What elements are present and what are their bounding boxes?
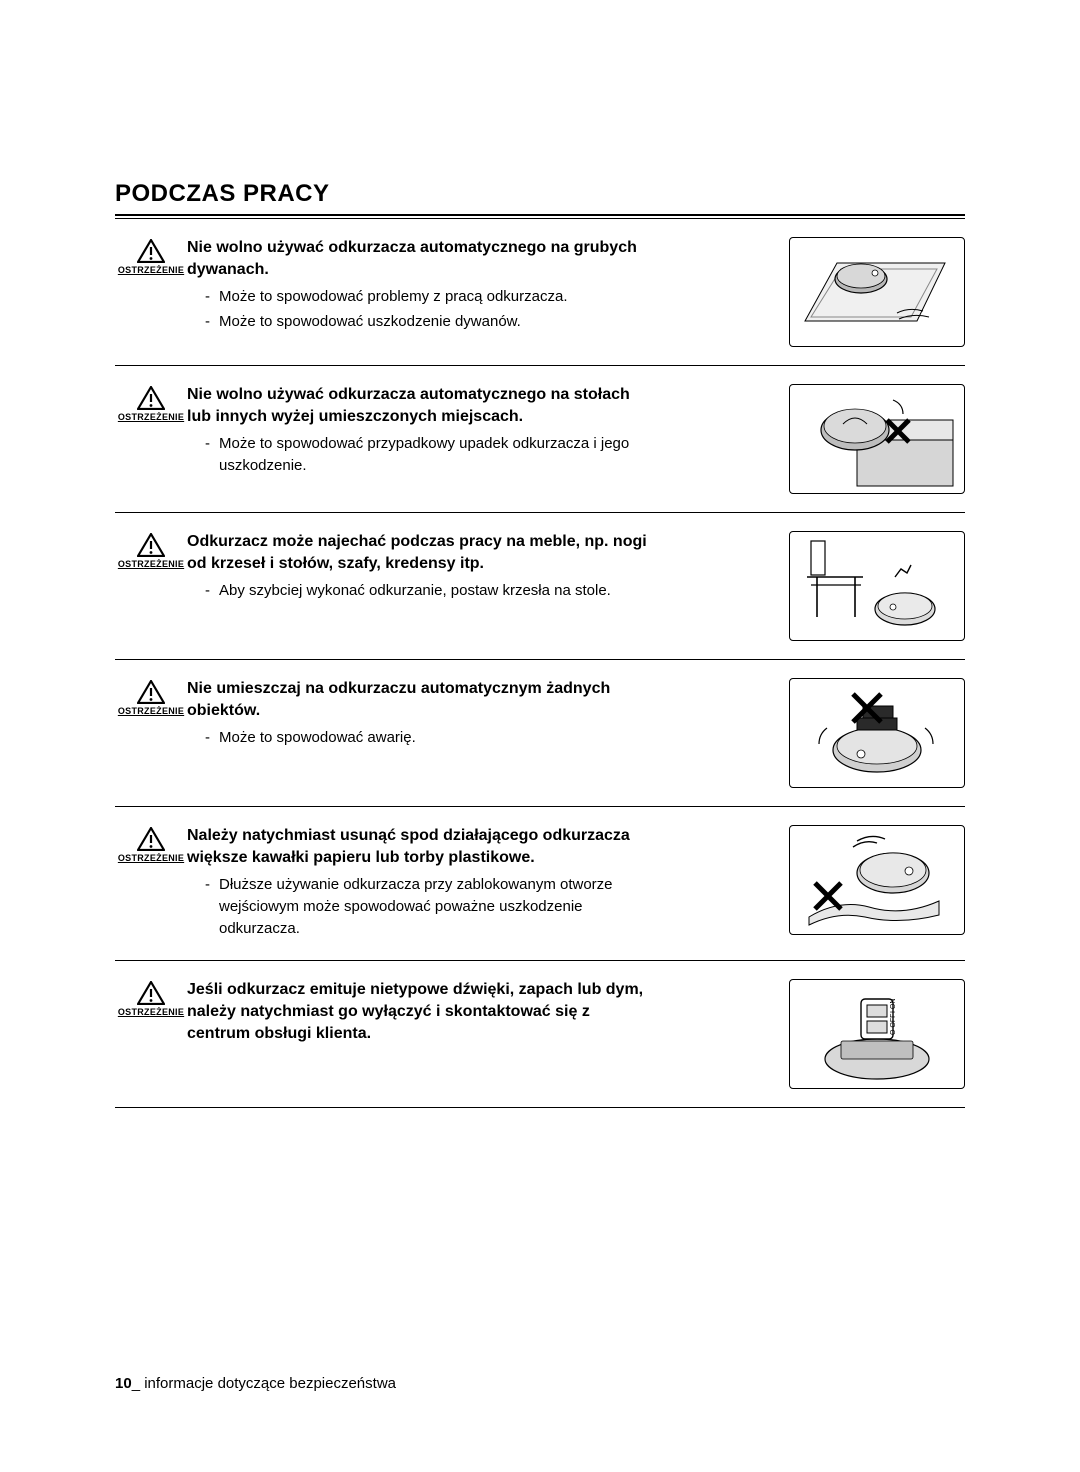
illustration-robot-over-paper-x [789,825,965,935]
footer-text: informacje dotyczące bezpieczeństwa [144,1375,396,1392]
warning-icon [137,981,165,1005]
item-text: Nie wolno używać odkurzacza automatyczne… [187,384,789,480]
bullet: Może to spowodować uszkodzenie dywanów. [205,311,635,333]
warning-icon [137,827,165,851]
bullet: Dłuższe używanie odkurzacza przy zabloko… [205,874,635,939]
item-title: Odkurzacz może najechać podczas pracy na… [187,531,657,574]
warning-label: OSTRZEŻENIE [115,412,187,422]
illustration-col [789,531,965,641]
item-bullets: Może to spowodować przypadkowy upadek od… [187,433,769,477]
warning-symbol: OSTRZEŻENIE [115,979,187,1017]
warning-icon [137,239,165,263]
svg-text:I ON: I ON [890,999,897,1013]
item-title: Nie wolno używać odkurzacza automatyczne… [187,237,657,280]
item-text: Należy natychmiast usunąć spod działając… [187,825,789,942]
illustration-robot-on-rug [789,237,965,347]
warning-symbol: OSTRZEŻENIE [115,825,187,863]
warning-item: OSTRZEŻENIE Nie wolno używać odkurzacza … [115,219,965,365]
illustration-robot-near-furniture [789,531,965,641]
illustration-col [789,384,965,494]
warning-icon [137,680,165,704]
item-bullets: Dłuższe używanie odkurzacza przy zabloko… [187,874,769,939]
page-footer: 10_ informacje dotyczące bezpieczeństwa [115,1375,396,1392]
section-title: PODCZAS PRACY [115,180,965,208]
item-title: Jeśli odkurzacz emituje nietypowe dźwięk… [187,979,657,1044]
warning-symbol: OSTRZEŻENIE [115,237,187,275]
warning-label: OSTRZEŻENIE [115,559,187,569]
warning-label: OSTRZEŻENIE [115,265,187,275]
illustration-books-on-robot-x [789,678,965,788]
item-text: Jeśli odkurzacz emituje nietypowe dźwięk… [187,979,789,1050]
item-bullets: Może to spowodować awarię. [187,727,769,749]
bullet: Może to spowodować przypadkowy upadek od… [205,433,635,477]
warning-item: OSTRZEŻENIE Odkurzacz może najechać podc… [115,513,965,659]
bullet: Aby szybciej wykonać odkurzanie, postaw … [205,580,635,602]
item-divider [115,1107,965,1108]
illustration-robot-power-off: I ON O OFF [789,979,965,1089]
warning-icon [137,386,165,410]
illustration-col [789,237,965,347]
warning-symbol: OSTRZEŻENIE [115,384,187,422]
svg-text:O OFF: O OFF [890,1014,897,1035]
warning-item: OSTRZEŻENIE Nie umieszczaj na odkurzaczu… [115,660,965,806]
illustration-col: I ON O OFF [789,979,965,1089]
warning-label: OSTRZEŻENIE [115,853,187,863]
item-title: Nie umieszczaj na odkurzaczu automatyczn… [187,678,657,721]
illustration-robot-on-table-x [789,384,965,494]
manual-page: PODCZAS PRACY OSTRZEŻENIE Nie wolno używ… [0,0,1080,1472]
item-text: Nie wolno używać odkurzacza automatyczne… [187,237,789,336]
item-title: Nie wolno używać odkurzacza automatyczne… [187,384,657,427]
warning-item: OSTRZEŻENIE Jeśli odkurzacz emituje niet… [115,961,965,1107]
item-text: Nie umieszczaj na odkurzaczu automatyczn… [187,678,789,752]
warning-symbol: OSTRZEŻENIE [115,531,187,569]
page-number: 10 [115,1375,132,1392]
warning-icon [137,533,165,557]
illustration-col [789,825,965,935]
title-rule-top [115,214,965,216]
warning-label: OSTRZEŻENIE [115,1007,187,1017]
footer-separator: _ [132,1375,145,1392]
item-title: Należy natychmiast usunąć spod działając… [187,825,657,868]
warning-symbol: OSTRZEŻENIE [115,678,187,716]
item-bullets: Może to spowodować problemy z pracą odku… [187,286,769,333]
bullet: Może to spowodować problemy z pracą odku… [205,286,635,308]
illustration-col [789,678,965,788]
bullet: Może to spowodować awarię. [205,727,635,749]
warning-label: OSTRZEŻENIE [115,706,187,716]
warning-item: OSTRZEŻENIE Nie wolno używać odkurzacza … [115,366,965,512]
warning-item: OSTRZEŻENIE Należy natychmiast usunąć sp… [115,807,965,960]
item-text: Odkurzacz może najechać podczas pracy na… [187,531,789,605]
item-bullets: Aby szybciej wykonać odkurzanie, postaw … [187,580,769,602]
